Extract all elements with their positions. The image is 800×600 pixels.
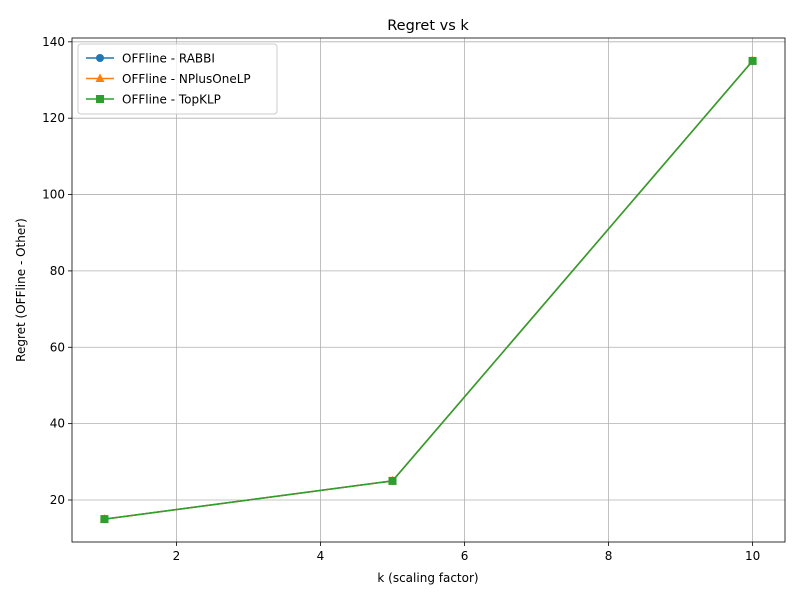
legend-marker	[95, 73, 105, 82]
x-tick-label: 10	[745, 549, 760, 563]
series-group	[99, 55, 758, 524]
series-3	[100, 56, 757, 524]
legend-box	[77, 43, 278, 115]
x-axis-label: k (scaling factor)	[377, 571, 478, 585]
legend-entry: OFFline - NPlusOneLP	[86, 72, 251, 86]
legend-label: OFFline - NPlusOneLP	[122, 72, 251, 86]
y-tick-label: 20	[50, 493, 65, 507]
x-tick-label: 4	[317, 549, 325, 563]
y-tick-label: 120	[42, 111, 65, 125]
legend-label: OFFline - TopKLP	[122, 93, 221, 107]
legend-label: OFFline - RABBI	[122, 52, 215, 66]
legend: OFFline - RABBI OFFline - NPlusOneLP OFFli…	[77, 43, 278, 115]
plot-frame	[71, 37, 786, 543]
series-2	[99, 55, 758, 523]
series-line	[104, 60, 754, 520]
y-axis: 20 40 60 80 100 120 140	[42, 35, 72, 507]
y-tick-label: 60	[50, 340, 65, 354]
y-tick-label: 80	[50, 264, 65, 278]
legend-entry: OFFline - RABBI	[86, 52, 215, 66]
y-axis-label: Regret (OFFline - Other)	[14, 218, 28, 362]
legend-marker	[96, 95, 104, 103]
legend-entry: OFFline - TopKLP	[86, 93, 221, 107]
data-point	[748, 56, 757, 65]
x-tick-label: 6	[461, 549, 469, 563]
y-tick-label: 140	[42, 35, 65, 49]
y-tick-label: 100	[42, 188, 65, 202]
chart-title: Regret vs k	[387, 18, 469, 34]
series-1	[100, 56, 757, 524]
x-tick-label: 8	[605, 549, 613, 563]
grid-lines	[72, 38, 785, 542]
data-point	[100, 515, 109, 524]
y-tick-label: 40	[50, 417, 65, 431]
series-line	[104, 60, 754, 520]
x-axis: 2 4 6 8 10	[173, 542, 760, 563]
legend-marker	[96, 54, 104, 62]
data-point	[388, 476, 397, 485]
x-tick-label: 2	[173, 549, 181, 563]
series-line	[104, 60, 754, 520]
